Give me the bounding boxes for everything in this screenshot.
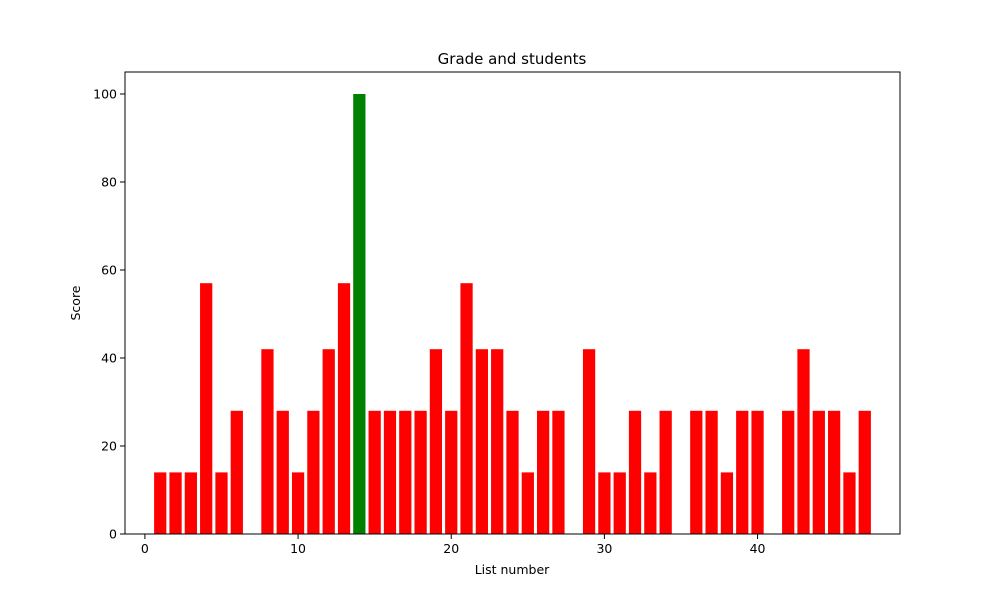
bar-36	[690, 410, 703, 534]
x-tick-label: 0	[141, 541, 149, 556]
bar-37	[705, 410, 718, 534]
y-tick-label: 100	[93, 87, 117, 102]
x-tick-label: 20	[443, 541, 459, 556]
y-axis-ticks: 0 20 40 60 80 100	[93, 87, 125, 542]
bar-8	[261, 349, 274, 534]
bar-13	[337, 283, 351, 534]
bar-42	[782, 410, 795, 534]
y-tick-label: 80	[101, 175, 117, 190]
bar-2	[169, 472, 182, 534]
bar-47	[858, 410, 871, 534]
bar-22	[475, 349, 488, 534]
x-axis-label: List number	[475, 562, 550, 577]
bar-1	[154, 472, 167, 534]
y-tick-label: 0	[109, 527, 117, 542]
bar-12	[322, 349, 335, 534]
bar-9	[276, 410, 289, 534]
bar-5	[215, 472, 228, 534]
y-tick-label: 60	[101, 263, 117, 278]
x-tick-label: 30	[596, 541, 612, 556]
x-tick-label: 40	[750, 541, 766, 556]
bar-21	[460, 283, 473, 534]
bar-38	[720, 472, 734, 534]
bars-group	[154, 94, 871, 534]
bar-40	[751, 410, 764, 534]
bar-43	[797, 349, 810, 534]
y-tick-label: 40	[101, 351, 117, 366]
bar-17	[399, 410, 412, 534]
bar-18	[414, 410, 427, 534]
bar-23	[491, 349, 504, 534]
bar-14	[353, 94, 366, 534]
bar-32	[628, 410, 642, 534]
bar-34	[659, 410, 672, 534]
bar-11	[307, 410, 320, 534]
bar-29	[582, 349, 596, 534]
bar-44	[812, 410, 825, 534]
bar-3	[184, 472, 197, 534]
bar-15	[368, 410, 381, 534]
x-tick-label: 10	[290, 541, 306, 556]
y-tick-label: 20	[101, 439, 117, 454]
bar-24	[506, 410, 519, 534]
bar-30	[598, 472, 611, 534]
bar-16	[383, 410, 397, 534]
bar-25	[521, 472, 534, 534]
bar-6	[230, 410, 243, 534]
bar-46	[843, 472, 856, 534]
bar-4	[200, 283, 213, 534]
bar-45	[828, 410, 841, 534]
bar-26	[537, 410, 550, 534]
bar-39	[736, 410, 749, 534]
bar-27	[552, 410, 565, 534]
chart-title: Grade and students	[438, 50, 587, 68]
y-axis-label: Score	[68, 285, 83, 320]
bar-20	[445, 410, 458, 534]
plot-frame	[124, 71, 901, 535]
x-axis-ticks: 0 10 20 30 40	[141, 534, 766, 556]
bar-10	[291, 472, 305, 534]
bar-33	[644, 472, 657, 534]
bar-19	[429, 349, 443, 534]
bar-31	[613, 472, 626, 534]
